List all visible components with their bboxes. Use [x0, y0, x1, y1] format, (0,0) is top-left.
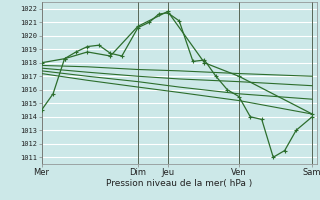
X-axis label: Pression niveau de la mer( hPa ): Pression niveau de la mer( hPa ): [106, 179, 252, 188]
